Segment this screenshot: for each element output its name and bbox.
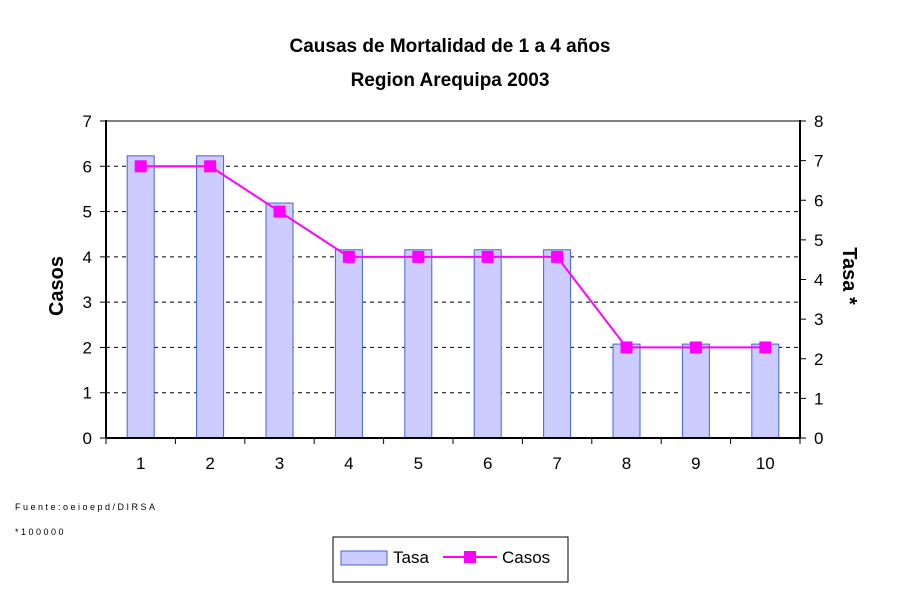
legend-marker-casos [464,551,476,563]
line-casos [140,165,766,349]
y-tick-label: 7 [83,112,92,131]
chart-title: Causas de Mortalidad de 1 a 4 años [290,36,611,57]
legend-swatch-tasa [340,550,388,566]
bar-tasa [265,202,294,439]
legend-label-casos: Casos [502,548,550,567]
x-tick-label: 7 [552,454,561,473]
bar-tasa [681,343,710,439]
x-tick-label: 4 [344,454,353,473]
y2-tick-label: 3 [814,310,823,329]
y2-tick-label: 8 [814,112,823,131]
x-tick-label: 1 [136,454,145,473]
marker-casos [689,341,702,354]
x-tick-label: 10 [756,454,775,473]
chart-subtitle: Region Arequipa 2003 [351,70,550,91]
bar-tasa [196,155,225,439]
x-tick-label: 3 [275,454,284,473]
bar-tasa [751,343,780,439]
x-tick-label: 2 [205,454,214,473]
x-tick-label: 9 [691,454,700,473]
bar-tasa [126,155,155,439]
bar-tasa [473,249,502,439]
y2-tick-label: 6 [814,191,823,210]
bar-tasa [334,249,363,439]
y-tick-label: 0 [83,429,92,448]
marker-casos [204,160,217,173]
y-tick-label: 1 [83,384,92,403]
legend: Tasa Casos [332,536,569,583]
bar-tasa [404,249,433,439]
y2-tick-label: 7 [814,152,823,171]
marker-casos [134,160,147,173]
y-tick-label: 5 [83,203,92,222]
marker-casos [759,341,772,354]
footnote-source: Fuente:oeioepd/DIRSA [15,502,158,512]
y2-tick-label: 1 [814,389,823,408]
marker-casos [412,250,425,263]
x-tick-label: 8 [622,454,631,473]
y2-tick-label: 4 [814,271,823,290]
marker-casos [551,250,564,263]
y-tick-label: 4 [83,248,92,267]
y-tick-label: 6 [83,157,92,176]
y2-tick-label: 5 [814,231,823,250]
y-tick-label: 2 [83,338,92,357]
y-axis-label: Casos [46,256,68,316]
y2-tick-label: 0 [814,429,823,448]
bar-tasa [543,249,572,439]
bar-tasa [612,343,641,439]
x-tick-label: 6 [483,454,492,473]
legend-label-tasa: Tasa [393,548,429,567]
marker-casos [481,250,494,263]
footnote-rate: *100000 [15,527,66,537]
y2-tick-label: 2 [814,350,823,369]
marker-casos [273,205,286,218]
x-tick-label: 5 [414,454,423,473]
y2-axis-label: Tasa * [838,247,860,305]
y-tick-label: 3 [83,293,92,312]
marker-casos [342,250,355,263]
marker-casos [620,341,633,354]
